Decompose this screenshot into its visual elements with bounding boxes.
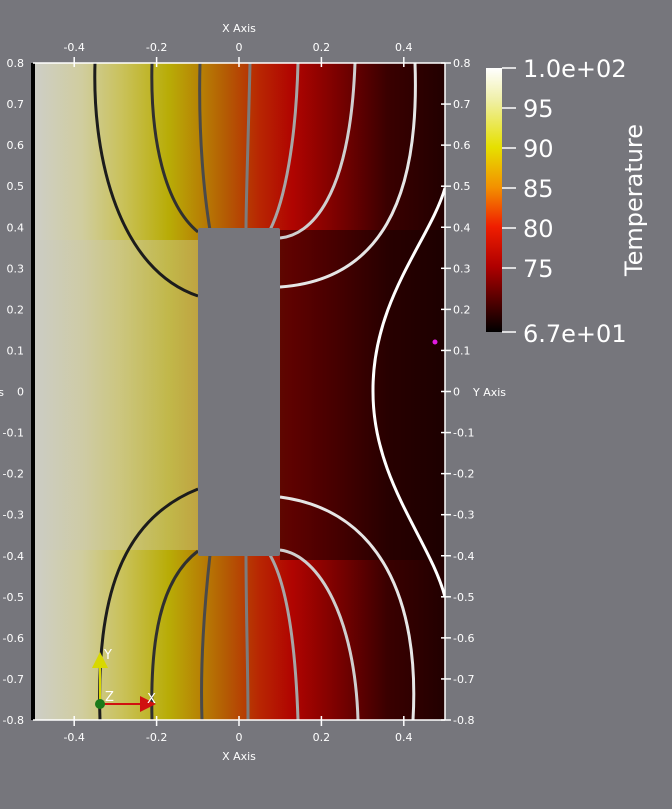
x-tick-label-top: 0.2 — [313, 41, 331, 54]
y-tick-label-right: -0.4 — [453, 550, 474, 563]
x-axis-title-bottom: X Axis — [222, 750, 256, 763]
y-tick-label-right: 0.3 — [453, 262, 471, 275]
y-tick-label-left: 0 — [17, 386, 24, 399]
y-axis-title-left-fragment: s — [0, 386, 4, 399]
y-tick-label-left: -0.3 — [3, 509, 24, 522]
contour-white-2-bottom — [279, 495, 416, 720]
contour-grey-3-top — [268, 63, 300, 231]
triad-x-label: X — [147, 692, 156, 707]
contour-white-2-top — [279, 63, 417, 289]
y-tick-label-right: 0.8 — [453, 57, 471, 70]
contour-grey-2-bottom — [244, 554, 250, 720]
y-axis-right: 0.8 0.7 0.6 0.5 0.4 0.3 0.2 0.1 0 -0.1 -0.2 -0.3 -0.… — [441, 57, 474, 727]
triad-z-label: Z — [105, 690, 114, 705]
y-tick-label-right: 0.1 — [453, 344, 471, 357]
x-tick-label-bottom: -0.4 — [63, 731, 84, 744]
contour-lines — [93, 63, 445, 720]
x-tick-label-top: 0 — [236, 41, 243, 54]
y-tick-label-right: -0.7 — [453, 673, 474, 686]
y-tick-label-left: -0.8 — [3, 714, 24, 727]
y-tick-label-left: 0.3 — [7, 262, 25, 275]
scalar-bar-label: 95 — [523, 95, 554, 123]
x-tick-label-top: -0.4 — [63, 41, 84, 54]
contour-grey-3-bottom — [268, 554, 300, 720]
x-tick-label-bottom: 0.2 — [313, 731, 331, 744]
contour-white-1-top — [279, 63, 357, 240]
y-axis-title-right: Y Axis — [472, 386, 506, 399]
y-tick-label-left: 0.4 — [7, 221, 25, 234]
x-tick-label-top: 0.4 — [395, 41, 413, 54]
y-tick-label-left: 0.1 — [7, 344, 25, 357]
y-tick-label-left: -0.1 — [3, 427, 24, 440]
scalar-bar-title: Temperature — [620, 124, 648, 277]
y-tick-label-left: -0.7 — [3, 673, 24, 686]
y-tick-label-right: -0.5 — [453, 591, 474, 604]
y-tick-label-right: 0.2 — [453, 303, 471, 316]
y-tick-label-left: 0.2 — [7, 303, 25, 316]
y-tick-label-right: 0.6 — [453, 139, 471, 152]
contour-white-3 — [371, 187, 445, 598]
x-axis-top: -0.4 -0.2 0 0.2 0.4 — [63, 41, 413, 67]
y-tick-label-right: -0.1 — [453, 427, 474, 440]
scalar-bar-max-label: 1.0e+02 — [523, 55, 627, 83]
contour-black-top-outer — [93, 63, 199, 298]
triad-y-label: Y — [103, 648, 112, 663]
y-tick-label-left: 0.6 — [7, 139, 25, 152]
x-tick-label-bottom: 0.4 — [395, 731, 413, 744]
x-tick-label-top: -0.2 — [146, 41, 167, 54]
scalar-bar-label: 75 — [523, 255, 554, 283]
scalar-bar: 95 90 85 80 75 1.0e+02 6.7e+01 Temperature — [486, 55, 648, 348]
contour-black-bottom-inner — [150, 549, 199, 720]
y-tick-label-right: -0.6 — [453, 632, 474, 645]
y-tick-label-left: -0.6 — [3, 632, 24, 645]
y-axis-left: 0.8 0.7 0.6 0.5 0.4 0.3 0.2 0.1 0 -0.1 -0.2 -0.3 -0.… — [3, 57, 24, 727]
x-axis-title-top: X Axis — [222, 22, 256, 35]
y-tick-label-left: 0.5 — [7, 180, 25, 193]
y-tick-label-right: -0.8 — [453, 714, 474, 727]
probe-point-marker[interactable] — [432, 339, 438, 345]
scalar-bar-min-label: 6.7e+01 — [523, 320, 627, 348]
contour-grey-1-top — [198, 63, 212, 231]
y-tick-label-right: 0.4 — [453, 221, 471, 234]
temperature-field — [33, 63, 445, 720]
y-tick-label-left: -0.4 — [3, 550, 24, 563]
y-tick-label-right: -0.3 — [453, 509, 474, 522]
contour-white-1-bottom — [279, 548, 360, 720]
y-tick-label-right: 0 — [453, 386, 460, 399]
y-tick-label-left: -0.2 — [3, 468, 24, 481]
x-tick-label-bottom: -0.2 — [146, 731, 167, 744]
y-tick-label-right: 0.7 — [453, 98, 471, 111]
contour-black-top-inner — [150, 63, 199, 234]
orientation-axes: Y X Z — [92, 648, 156, 712]
scalar-bar-label: 85 — [523, 175, 554, 203]
obstacle-block — [198, 228, 280, 556]
y-tick-label-left: -0.5 — [3, 591, 24, 604]
y-tick-label-left: 0.8 — [7, 57, 25, 70]
scalar-bar-label: 90 — [523, 135, 554, 163]
x-tick-label-bottom: 0 — [236, 731, 243, 744]
y-tick-label-left: 0.7 — [7, 98, 25, 111]
x-axis-bottom: -0.4 -0.2 0 0.2 0.4 — [63, 716, 413, 744]
scalar-bar-label: 80 — [523, 215, 554, 243]
contour-grey-2-top — [244, 63, 252, 231]
triad-z-axis — [95, 699, 105, 709]
y-tick-label-right: 0.5 — [453, 180, 471, 193]
contour-grey-1-bottom — [200, 554, 212, 720]
y-tick-label-right: -0.2 — [453, 468, 474, 481]
scalar-bar-gradient — [486, 68, 502, 332]
